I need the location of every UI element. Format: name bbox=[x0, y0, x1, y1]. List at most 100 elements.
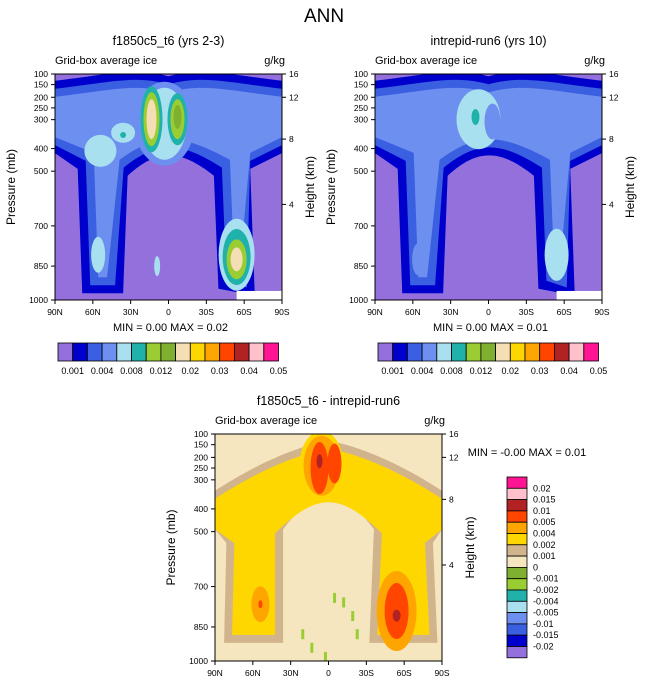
y-axis-title: Pressure (mb) bbox=[324, 149, 338, 225]
x-tick-label: 60S bbox=[557, 307, 572, 317]
colorbar-swatch bbox=[263, 342, 279, 362]
y-tick-label: 300 bbox=[354, 115, 368, 125]
colorbar-label: 0.008 bbox=[120, 366, 143, 376]
colorbar-label: 0.05 bbox=[590, 366, 608, 376]
contour-band bbox=[544, 228, 569, 281]
y-right-tick-label: 4 bbox=[609, 199, 614, 209]
contour-band bbox=[375, 87, 602, 280]
colorbar-swatch bbox=[189, 342, 206, 362]
colorbar-swatch bbox=[101, 342, 118, 362]
contour-band bbox=[91, 236, 106, 273]
colorbar-swatch bbox=[131, 342, 147, 362]
colorbar-swatch bbox=[506, 567, 528, 580]
y-right-tick-label: 8 bbox=[289, 134, 294, 144]
colorbar-swatch bbox=[509, 342, 526, 362]
contour-band bbox=[258, 600, 263, 609]
contour-band bbox=[355, 629, 359, 640]
panel-3: f1850c5_t6 - intrepid-run6 Grid-box avera… bbox=[164, 394, 586, 678]
panel-title: intrepid-run6 (yrs 10) bbox=[430, 34, 546, 48]
y-right-axis-title: Height (km) bbox=[463, 516, 477, 578]
y-axis-title: Pressure (mb) bbox=[164, 509, 178, 585]
colorbar-label: 0.001 bbox=[381, 366, 404, 376]
panel-subtitle-left: Grid-box average ice bbox=[375, 55, 477, 67]
contour-band bbox=[84, 134, 117, 167]
colorbar-swatch bbox=[377, 342, 394, 362]
panel-units: g/kg bbox=[584, 55, 605, 67]
y-tick-label: 250 bbox=[354, 103, 368, 113]
min-max-label: MIN = 0.00 MAX = 0.01 bbox=[433, 322, 548, 334]
x-tick-label: 0 bbox=[166, 307, 171, 317]
y-tick-label: 150 bbox=[354, 80, 368, 90]
y-tick-label: 1000 bbox=[29, 295, 48, 305]
contour-band bbox=[316, 454, 323, 469]
colorbar-swatch bbox=[116, 342, 132, 362]
x-tick-label: 60N bbox=[405, 307, 421, 317]
colorbar-swatch bbox=[506, 555, 528, 568]
y-tick-label: 300 bbox=[34, 115, 48, 125]
x-tick-label: 60S bbox=[397, 668, 412, 678]
contour-band bbox=[412, 243, 425, 276]
y-tick-label: 700 bbox=[354, 221, 368, 231]
colorbar-swatch bbox=[57, 342, 74, 362]
y-tick-label: 200 bbox=[34, 92, 48, 102]
colorbar-swatch bbox=[583, 342, 599, 362]
x-tick-label: 90S bbox=[594, 307, 609, 317]
colorbar-label: 0.008 bbox=[440, 366, 463, 376]
min-max-label: MIN = -0.00 MAX = 0.01 bbox=[468, 447, 587, 459]
y-tick-label: 400 bbox=[194, 504, 208, 514]
contour-band bbox=[173, 104, 182, 129]
x-tick-label: 60S bbox=[237, 307, 252, 317]
colorbar-label: 0.004 bbox=[533, 529, 556, 539]
colorbar-swatch bbox=[72, 342, 88, 362]
colorbar-swatch bbox=[392, 342, 408, 362]
y-right-tick-label: 8 bbox=[449, 494, 454, 504]
colorbar-label: -0.01 bbox=[533, 619, 554, 629]
y-tick-label: 1000 bbox=[189, 656, 208, 666]
colorbar-label: -0.02 bbox=[533, 642, 554, 652]
panel-2: intrepid-run6 (yrs 10) Grid-box average i… bbox=[324, 34, 637, 334]
panel-units: g/kg bbox=[424, 415, 445, 427]
colorbar-swatch bbox=[219, 342, 235, 362]
x-tick-label: 30S bbox=[519, 307, 534, 317]
y-tick-label: 700 bbox=[34, 221, 48, 231]
colorbar-1: 0.001 0.004 0.008 0.012 0.02 0.03 0.04 0.05 bbox=[57, 342, 287, 376]
y-tick-label: 850 bbox=[354, 261, 368, 271]
y-tick-label: 500 bbox=[194, 527, 208, 537]
colorbar-swatch bbox=[506, 578, 528, 591]
y-tick-label: 200 bbox=[194, 452, 208, 462]
contour-band bbox=[392, 609, 401, 622]
colorbar-label: 0.004 bbox=[411, 366, 434, 376]
colorbar-swatch bbox=[506, 623, 528, 636]
contour-band bbox=[342, 597, 346, 608]
colorbar-swatch bbox=[87, 342, 103, 362]
contour-band bbox=[120, 132, 127, 139]
colorbar-label: 0 bbox=[533, 562, 538, 572]
colorbar-swatch bbox=[506, 533, 528, 546]
colorbar-label: 0.004 bbox=[91, 366, 114, 376]
contour-band bbox=[323, 651, 327, 661]
panel-units: g/kg bbox=[264, 55, 285, 67]
y-tick-label: 100 bbox=[34, 69, 48, 79]
colorbar-label: 0.03 bbox=[211, 366, 229, 376]
colorbar-swatch bbox=[204, 342, 221, 362]
y-right-tick-label: 16 bbox=[449, 429, 459, 439]
y-right-tick-label: 4 bbox=[289, 199, 294, 209]
y-tick-label: 150 bbox=[34, 80, 48, 90]
colorbar-label: 0.02 bbox=[533, 483, 551, 493]
colorbar-swatch bbox=[233, 342, 250, 362]
colorbar-label: 0.015 bbox=[533, 495, 556, 505]
contour-band bbox=[146, 99, 157, 140]
colorbar-label: -0.015 bbox=[533, 630, 559, 640]
colorbar-swatch bbox=[506, 612, 528, 625]
x-tick-label: 90S bbox=[434, 668, 449, 678]
colorbar-2: 0.001 0.004 0.008 0.012 0.02 0.03 0.04 0.05 bbox=[377, 342, 608, 376]
colorbar-label: 0.01 bbox=[533, 506, 551, 516]
colorbar-swatch bbox=[506, 544, 528, 557]
contour-field bbox=[55, 74, 282, 300]
x-tick-label: 90N bbox=[367, 307, 383, 317]
colorbar-swatch bbox=[554, 342, 570, 362]
y-tick-label: 100 bbox=[354, 69, 368, 79]
y-right-tick-label: 12 bbox=[449, 452, 459, 462]
colorbar-swatch bbox=[421, 342, 438, 362]
